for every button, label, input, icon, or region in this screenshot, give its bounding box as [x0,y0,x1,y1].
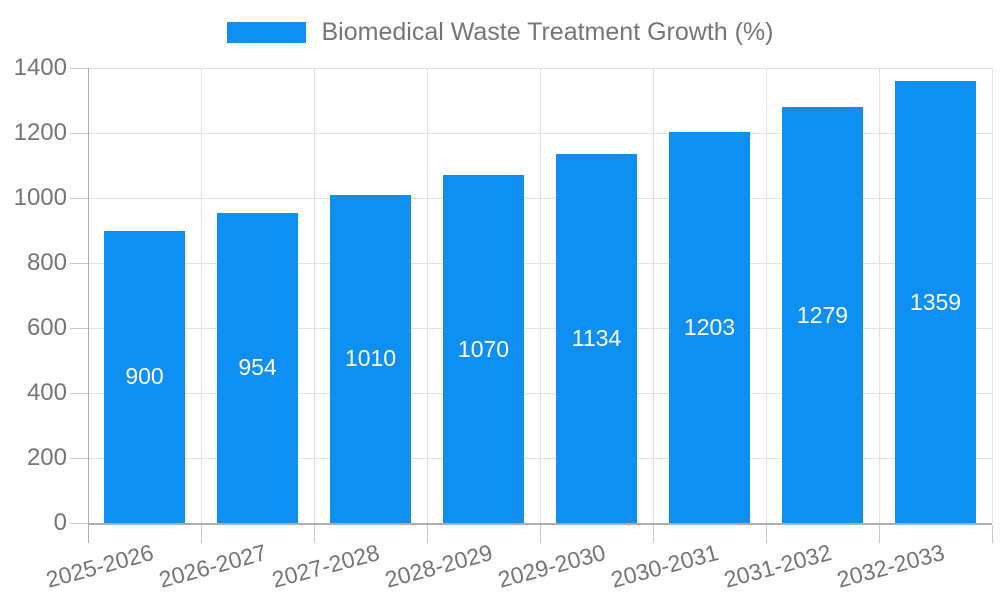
bar-value-label: 1134 [571,325,622,352]
bar: 1010 [330,194,411,523]
bar-value-label: 900 [125,363,164,390]
bar: 1279 [782,107,863,523]
bar-value-label: 1010 [344,345,397,372]
y-tick-label: 200 [26,444,67,471]
bar-value-label: 1359 [909,288,962,315]
legend-swatch [226,22,306,43]
grid-line-v [200,68,202,523]
x-tick-mark [539,525,541,543]
bar: 1203 [669,132,750,523]
grid-line-v [539,68,541,523]
x-tick-label: 2029-2030 [494,539,608,593]
y-tick-mark [70,457,88,459]
y-tick-label: 600 [26,314,67,341]
y-tick-label: 1000 [13,184,67,211]
y-tick-mark [70,327,88,329]
bar-value-label: 1279 [796,301,849,328]
x-tick-mark [765,525,767,543]
bar-value-label: 954 [238,354,277,381]
bar: 1134 [556,154,637,523]
x-tick-mark [426,525,428,543]
y-tick-mark [70,392,88,394]
y-tick-label: 1400 [13,54,67,81]
x-tick-label: 2031-2032 [720,539,834,593]
bar: 1070 [443,175,524,523]
y-tick-label: 400 [26,379,67,406]
x-tick-mark [652,525,654,543]
y-axis-line [88,68,89,543]
y-tick-label: 0 [53,509,67,536]
grid-line-v [991,68,993,523]
x-axis-line [88,523,992,525]
x-tick-label: 2032-2033 [833,539,947,593]
grid-line-v [426,68,428,523]
x-tick-mark [200,525,202,543]
bar: 954 [217,212,298,523]
grid-line-v [313,68,315,523]
grid-line-v [652,68,654,523]
bar: 900 [104,230,185,523]
y-tick-mark [70,197,88,199]
y-tick-mark [70,522,88,524]
x-tick-label: 2030-2031 [607,539,721,593]
y-tick-mark [70,132,88,134]
bar-value-label: 1203 [683,314,736,341]
x-tick-mark [313,525,315,543]
x-tick-mark [991,525,993,543]
x-tick-label: 2026-2027 [155,539,269,593]
y-tick-label: 1200 [13,119,67,146]
y-tick-mark [70,262,88,264]
bar-value-label: 1070 [457,335,510,362]
plot-area: 900 954 1010 1070 1134 1203 1279 1359 [70,67,993,543]
chart-legend[interactable]: Biomedical Waste Treatment Growth (%) [0,20,1000,45]
bar: 1359 [895,81,976,523]
grid-line-v [765,68,767,523]
x-tick-mark [878,525,880,543]
grid-line-v [878,68,880,523]
x-tick-label: 2025-2026 [42,539,156,593]
x-tick-label: 2027-2028 [268,539,382,593]
legend-label: Biomedical Waste Treatment Growth (%) [321,18,774,46]
y-tick-label: 800 [26,249,67,276]
x-tick-label: 2028-2029 [381,539,495,593]
y-tick-mark [70,67,88,69]
